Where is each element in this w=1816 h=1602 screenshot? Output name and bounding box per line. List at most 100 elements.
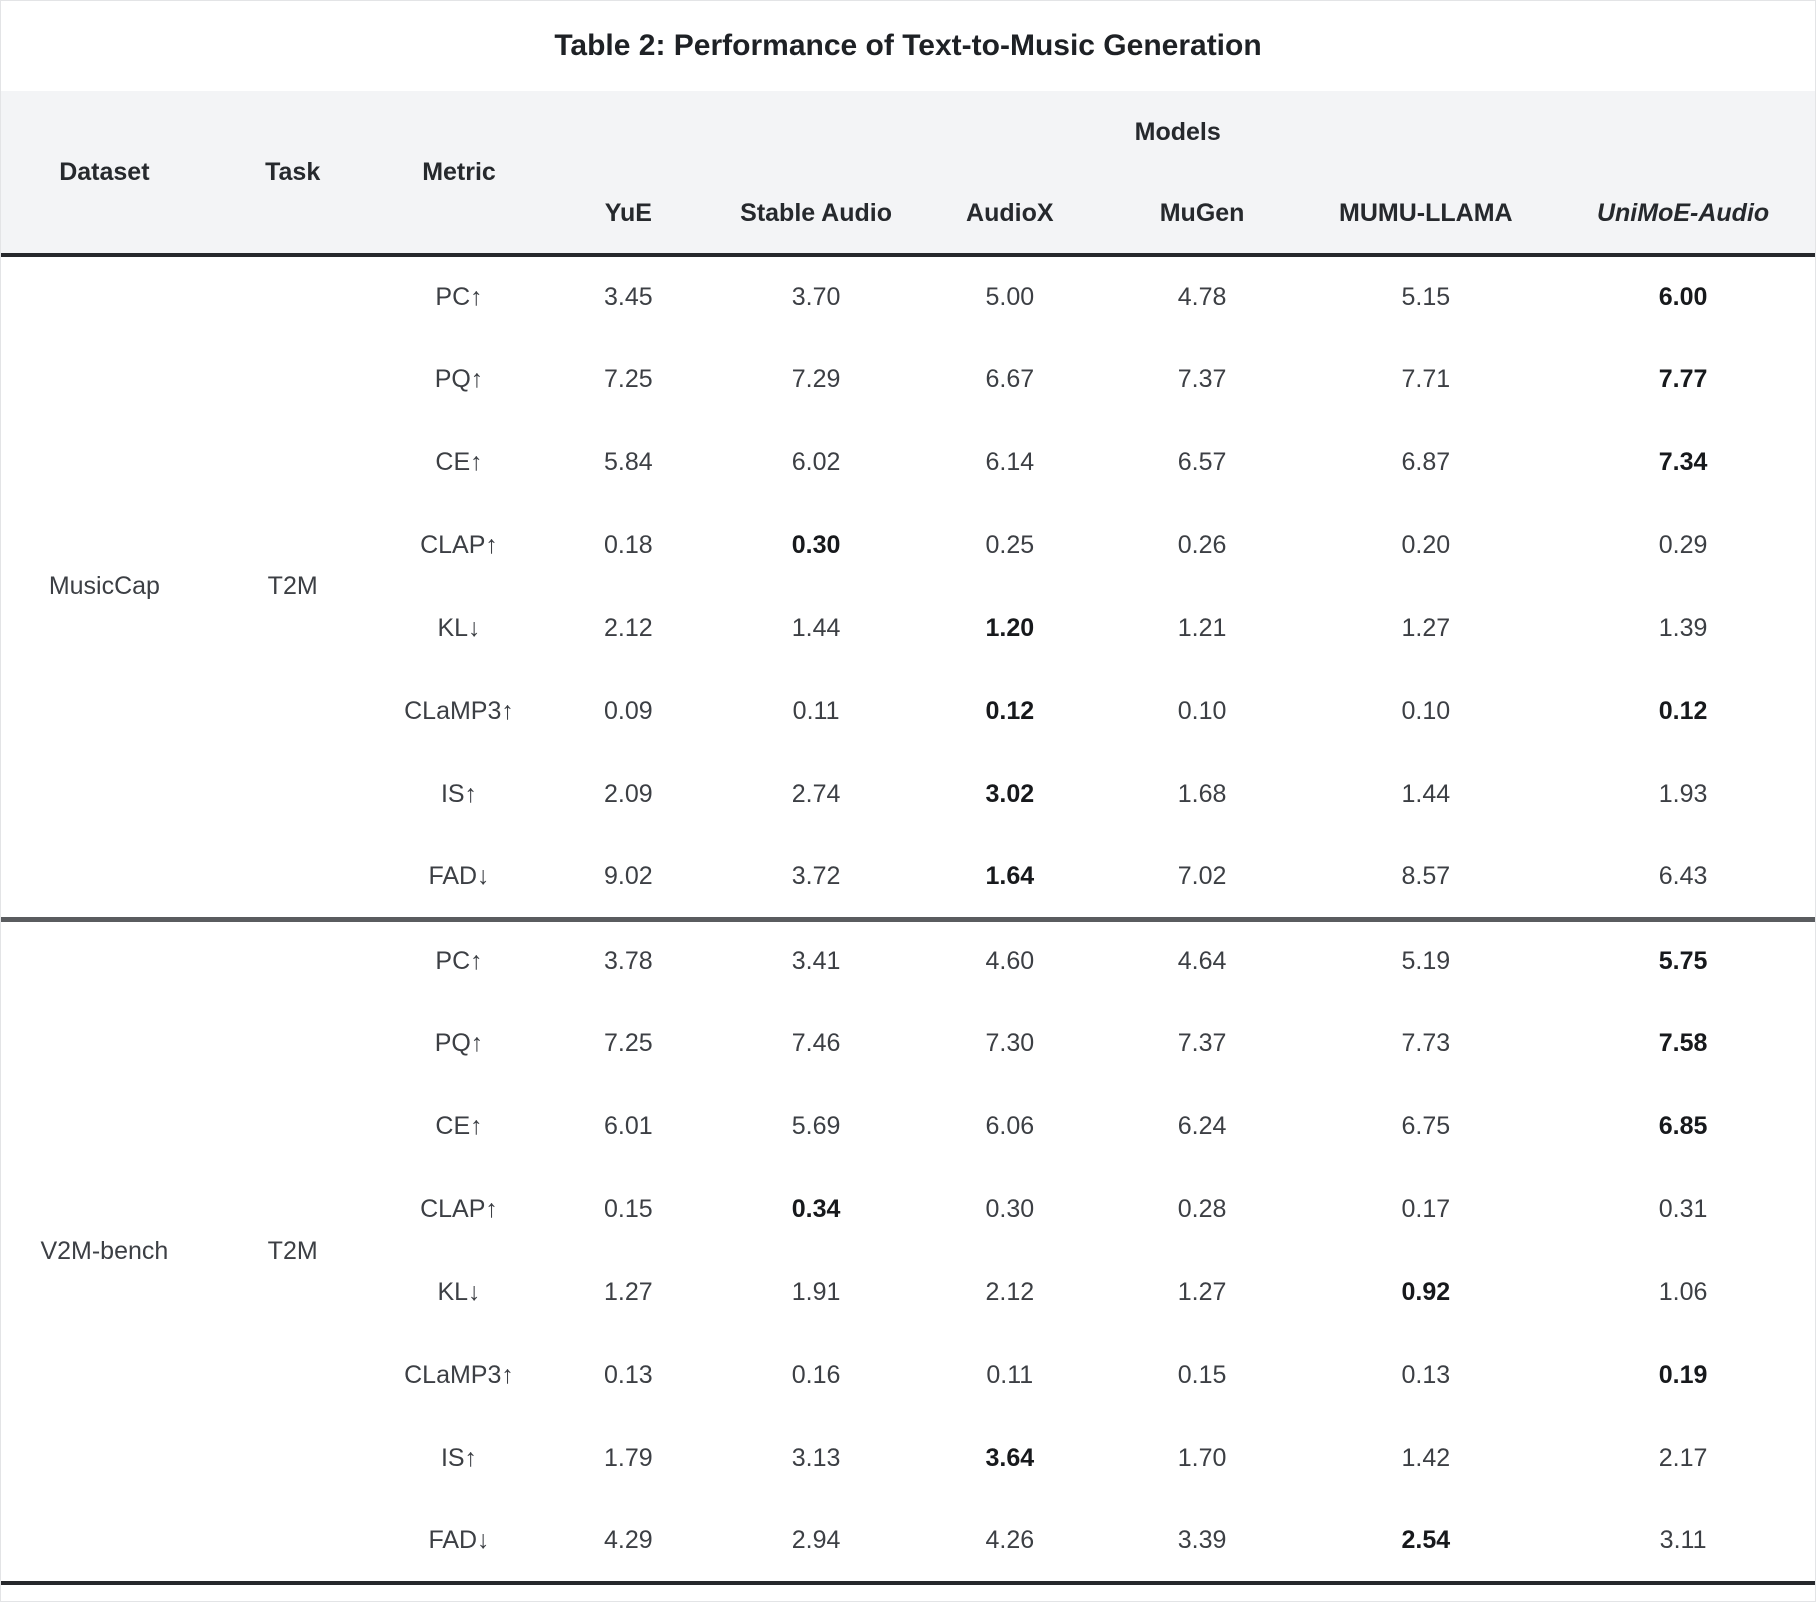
value-cell: 6.02 [716,421,916,504]
table-row: PQ↑ 7.25 7.29 6.67 7.37 7.71 7.77 [1,338,1815,421]
table-row: MusicCap T2M PC↑ 3.45 3.70 5.00 4.78 5.15 6.00 [1,255,1815,919]
metric-cell: PC↑ [377,255,541,338]
table-row: KL↓ 1.27 1.91 2.12 1.27 0.92 1.06 [1,1251,1815,1334]
value-cell: 1.64 [915,836,1104,919]
dataset-section: V2M-bench T2M PC↑ 3.78 3.41 4.60 4.64 5.19 5.75 P… [1,919,1815,1583]
model-column-header: Stable Audio [740,198,892,227]
value-cell: 6.85 [1551,1085,1815,1168]
value-cell: 1.06 [1551,1251,1815,1334]
table-row: CE↑ 6.01 5.69 6.06 6.24 6.75 6.85 [1,1085,1815,1168]
value-cell: 7.25 [540,338,717,421]
value-cell: 3.39 [1103,1500,1301,1583]
value-cell: 0.16 [716,1334,916,1417]
table-row: IS↑ 2.09 2.74 3.02 1.68 1.44 1.93 [1,753,1815,836]
value-cell: 7.71 [1300,338,1552,421]
value-cell: 7.46 [716,1002,916,1085]
value-cell: 1.44 [1300,753,1552,836]
value-cell: 6.24 [1103,1085,1301,1168]
value-cell: 8.57 [1300,836,1552,919]
value-cell: 3.72 [716,836,916,919]
table-caption: Table 2: Performance of Text-to-Music Ge… [1,1,1815,91]
task-cell: T2M [207,919,378,1583]
table-row: CLaMP3↑ 0.09 0.11 0.12 0.10 0.10 0.12 [1,670,1815,753]
value-cell: 0.34 [716,1168,916,1251]
value-cell: 5.75 [1551,919,1815,1002]
value-cell: 2.12 [915,1251,1104,1334]
value-cell: 0.15 [1103,1334,1301,1417]
value-cell: 2.09 [540,753,717,836]
value-cell: 6.75 [1300,1085,1552,1168]
value-cell: 4.78 [1103,255,1301,338]
dataset-cell: V2M-bench [1,919,208,1583]
value-cell: 0.25 [915,504,1104,587]
value-cell: 2.12 [540,587,717,670]
value-cell: 1.42 [1300,1417,1552,1500]
value-cell: 1.27 [1103,1251,1301,1334]
value-cell: 5.84 [540,421,717,504]
value-cell: 7.37 [1103,338,1301,421]
metric-cell: CE↑ [377,1085,541,1168]
metric-cell: CLAP↑ [377,504,541,587]
value-cell: 0.30 [716,504,916,587]
value-cell: 0.12 [915,670,1104,753]
value-cell: 7.73 [1300,1002,1552,1085]
model-column-header: MuGen [1159,198,1245,227]
value-cell: 0.17 [1300,1168,1552,1251]
value-cell: 0.13 [1300,1334,1552,1417]
model-column-header: AudioX [966,198,1054,227]
value-cell: 9.02 [540,836,717,919]
value-cell: 0.15 [540,1168,717,1251]
value-cell: 1.70 [1103,1417,1301,1500]
value-cell: 5.19 [1300,919,1552,1002]
value-cell: 5.15 [1300,255,1552,338]
value-cell: 0.12 [1551,670,1815,753]
value-cell: 1.21 [1103,587,1301,670]
metric-cell: CLaMP3↑ [377,670,541,753]
value-cell: 2.94 [716,1500,916,1583]
value-cell: 3.64 [915,1417,1104,1500]
value-cell: 1.27 [540,1251,717,1334]
value-cell: 6.43 [1551,836,1815,919]
value-cell: 0.31 [1551,1168,1815,1251]
value-cell: 3.78 [540,919,717,1002]
value-cell: 1.91 [716,1251,916,1334]
value-cell: 3.41 [716,919,916,1002]
model-column-header: UniMoE-Audio [1596,198,1770,227]
value-cell: 1.44 [716,587,916,670]
column-group-models: Models [1134,117,1221,146]
value-cell: 6.67 [915,338,1104,421]
value-cell: 1.79 [540,1417,717,1500]
model-header-row: YuE Stable Audio AudioX MuGen MUMU-LLAMA UniM… [1,173,1815,255]
table-row: V2M-bench T2M PC↑ 3.78 3.41 4.60 4.64 5.19 5.75 [1,919,1815,1583]
value-cell: 7.30 [915,1002,1104,1085]
metric-cell: IS↑ [377,1417,541,1500]
value-cell: 1.68 [1103,753,1301,836]
dataset-cell: MusicCap [1,255,208,919]
column-header-metric: Metric [422,157,496,186]
value-cell: 2.17 [1551,1417,1815,1500]
value-cell: 4.60 [915,919,1104,1002]
header-group-row: Dataset Task Metric Models [1,91,1815,186]
value-cell: 3.13 [716,1417,916,1500]
value-cell: 6.00 [1551,255,1815,338]
value-cell: 3.70 [716,255,916,338]
table-row: CLAP↑ 0.15 0.34 0.30 0.28 0.17 0.31 [1,1168,1815,1251]
model-column-header: MUMU-LLAMA [1339,198,1513,227]
value-cell: 6.87 [1300,421,1552,504]
value-cell: 4.64 [1103,919,1301,1002]
value-cell: 7.25 [540,1002,717,1085]
metric-cell: PC↑ [377,919,541,1002]
value-cell: 0.13 [540,1334,717,1417]
value-cell: 6.01 [540,1085,717,1168]
value-cell: 0.10 [1103,670,1301,753]
metric-cell: CLAP↑ [377,1168,541,1251]
value-cell: 0.29 [1551,504,1815,587]
value-cell: 0.20 [1300,504,1552,587]
table-row: CE↑ 5.84 6.02 6.14 6.57 6.87 7.34 [1,421,1815,504]
value-cell: 5.00 [915,255,1104,338]
dataset-section: MusicCap T2M PC↑ 3.45 3.70 5.00 4.78 5.15 6.00 PQ… [1,255,1815,919]
table-header: Dataset Task Metric Models YuE Stable Aud… [1,91,1815,255]
value-cell: 0.09 [540,670,717,753]
value-cell: 0.19 [1551,1334,1815,1417]
